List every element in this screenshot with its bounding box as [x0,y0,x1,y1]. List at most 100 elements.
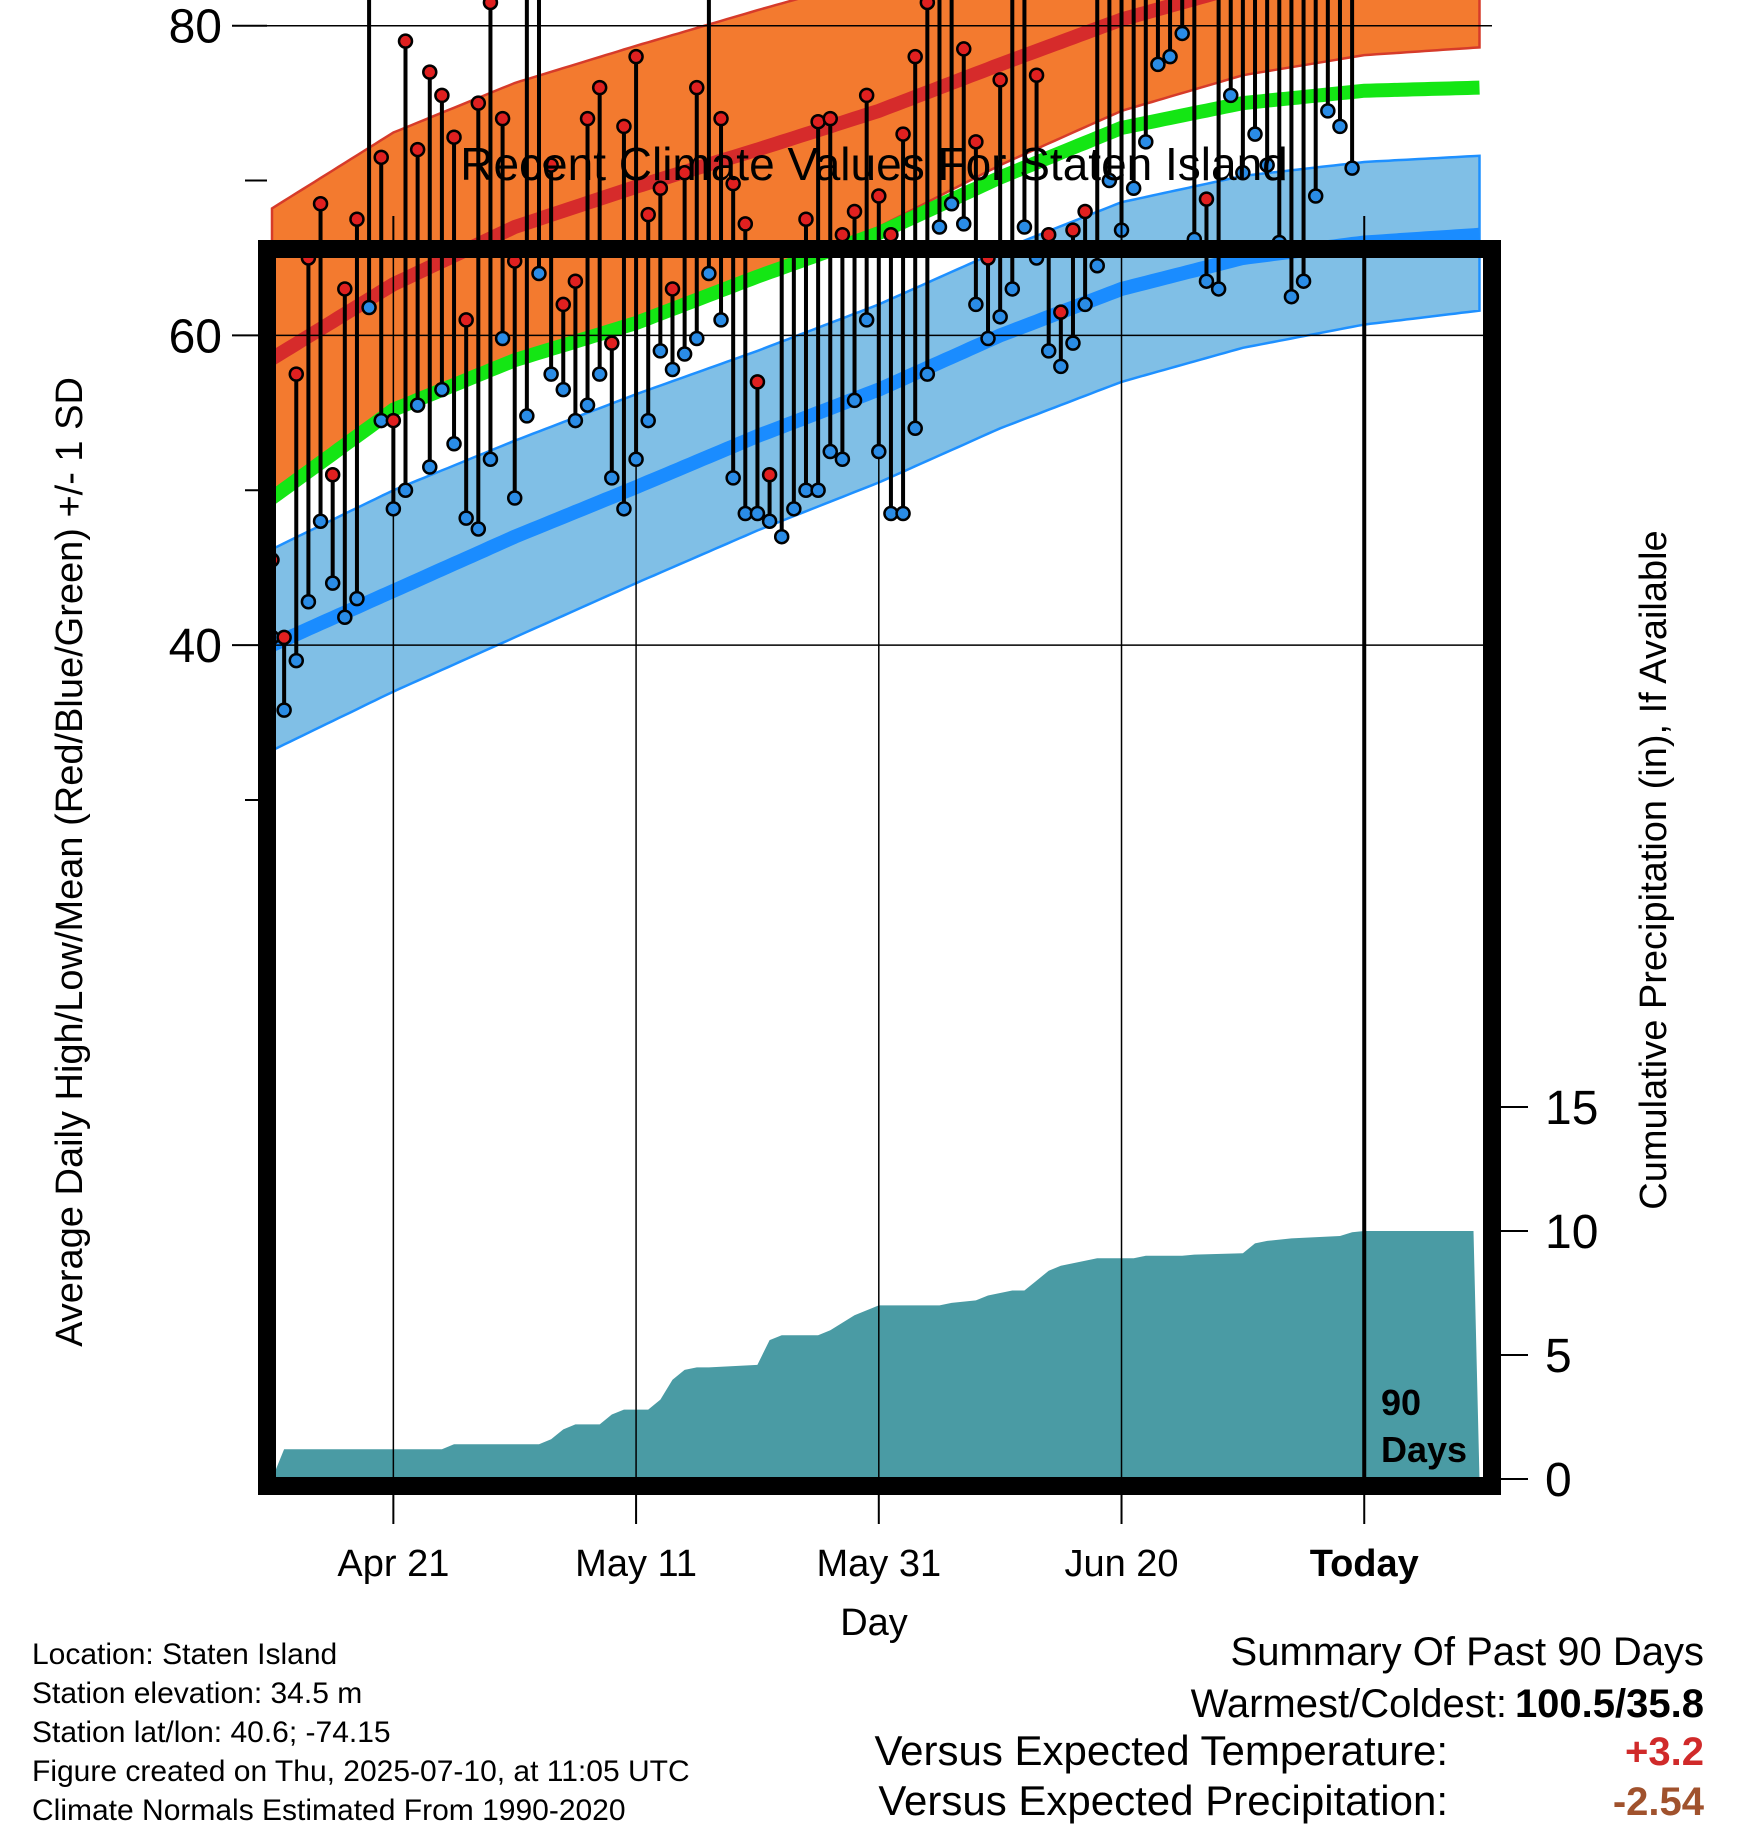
daily-high-point [494,110,511,127]
daily-high-point [312,196,329,212]
daily-low-point [701,265,717,282]
daily-low-point [822,443,839,460]
daily-low-point [482,451,499,468]
daily-high-point [834,226,851,243]
daily-high-point [749,374,766,390]
daily-low-point [1320,103,1336,119]
daily-low-point [434,381,450,398]
daily-low-point [725,470,741,486]
daily-low-point [664,361,681,378]
daily-low-point [1089,257,1105,274]
daily-low-point [907,420,923,437]
x-tick-label: Jun 20 [1064,1543,1178,1585]
daily-high-point [1028,67,1045,84]
y-tick-label: 80 [169,1,222,54]
daily-high-point [1065,222,1081,238]
daily-high-point [591,79,608,96]
daily-low-point [919,366,936,382]
y-axis-label: Average Daily High/Low/Mean (Red/Blue/Gr… [49,377,91,1347]
daily-low-point [1247,126,1263,142]
daily-low-point [276,702,292,718]
daily-high-point [822,110,839,127]
daily-low-point [846,392,863,409]
daily-high-point [543,157,559,173]
y2-tick-label: 5 [1545,1330,1572,1383]
daily-high-point [337,281,353,297]
daily-low-point [1174,25,1190,42]
summary-temp-value: +3.2 [1625,1730,1704,1774]
info-normals: Climate Normals Estimated From 1990-2020 [32,1794,626,1827]
daily-high-point [324,467,341,483]
summary-warmest-row: Warmest/Coldest: 100.5/35.8 [1191,1684,1704,1724]
daily-low-point [689,330,705,347]
daily-low-point [385,501,402,517]
daily-low-point [956,216,972,232]
daily-low-point [1125,180,1142,197]
daily-observations [264,0,1360,718]
daily-low-point [640,412,656,429]
daily-low-point [652,343,669,359]
daily-high-point [1077,203,1093,220]
summary-temp-label: Versus Expected Temperature: [874,1727,1448,1774]
daily-high-point [713,110,729,127]
daily-low-point [1295,273,1312,289]
daily-high-point [640,206,656,223]
daily-low-point [871,443,887,460]
daily-high-point [652,180,669,197]
daily-low-point [931,219,948,235]
daily-low-point [470,521,487,537]
daily-low-point [1332,118,1348,135]
daily-low-point [494,330,511,347]
x-tick-label: Today [1310,1543,1419,1585]
daily-low-point [337,609,353,625]
daily-high-point [956,41,972,57]
daily-low-point [1040,343,1057,359]
x-tick-label: Apr 21 [337,1543,449,1585]
daily-low-point [1150,56,1166,73]
daily-low-point [349,590,365,607]
daily-low-point [567,412,584,429]
y2-tick-label: 10 [1545,1206,1598,1259]
daily-low-point [992,309,1008,325]
daily-low-point [555,381,572,398]
info-location: Location: Staten Island [32,1638,338,1671]
daily-low-point [1307,188,1324,204]
x-axis-label: Day [840,1602,908,1644]
x-tick-label: May 11 [575,1543,697,1585]
daily-low-point [1101,172,1118,189]
daily-high-point [798,211,814,228]
daily-low-point [1162,48,1178,65]
daily-high-point [422,64,438,80]
daily-low-point [458,510,474,526]
daily-low-point [810,482,826,498]
precip-layer [272,1231,1480,1479]
daily-high-point [555,296,572,313]
daily-low-point [288,652,305,669]
daily-high-point [1040,226,1057,243]
daily-low-point [1344,160,1360,176]
summary-warmest-label: Warmest/Coldest: [1190,1682,1507,1726]
daily-high-point [616,118,632,135]
daily-low-point [1259,157,1275,173]
daily-high-point [676,165,693,181]
y-tick-label: 60 [169,310,222,363]
y-tick-label: 40 [169,620,222,673]
daily-high-point [567,273,584,289]
daily-low-point [980,330,996,347]
chart-title: Recent Climate Values For Staten Island [460,138,1288,190]
summary-heading: Summary Of Past 90 Days [1230,1630,1704,1674]
daily-high-point [737,216,754,232]
daily-low-point [397,482,414,498]
daily-high-point [846,203,863,220]
daily-high-point [919,0,936,11]
summary-precip-value: -2.54 [1612,1780,1704,1824]
daily-high-point [373,149,389,166]
daily-low-point [616,501,632,517]
daily-high-point [604,335,620,351]
daily-low-point [1004,281,1021,297]
daily-low-point [895,505,911,522]
daily-low-point [409,397,426,413]
daily-high-point [858,87,875,104]
y2-tick-label: 0 [1545,1454,1572,1507]
daily-high-point [1198,191,1215,207]
